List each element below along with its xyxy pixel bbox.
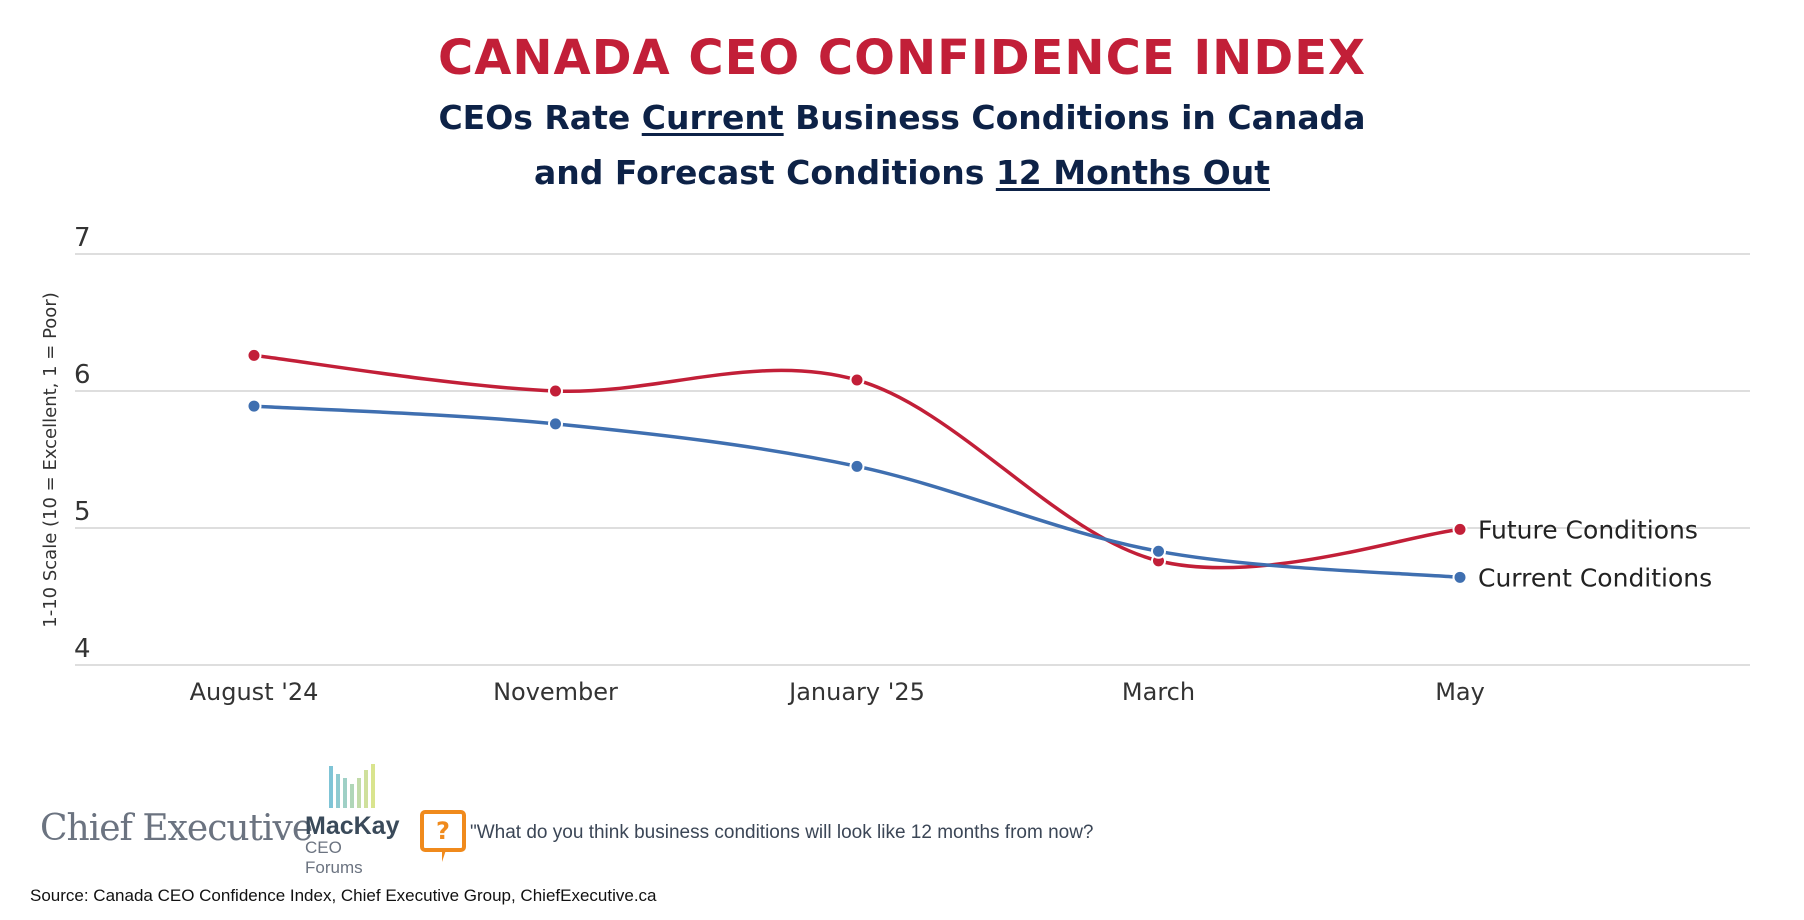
data-point [849,372,865,388]
mackay-logo: MacKay CEO Forums [305,762,401,878]
series-line-1 [253,404,1461,580]
series-label: Current Conditions [1478,563,1712,592]
x-tick-label: March [1122,678,1195,706]
source-note: Source: Canada CEO Confidence Index, Chi… [30,886,657,905]
y-tick-label: 6 [74,360,91,390]
y-tick-label: 4 [74,634,91,664]
chart-title: CANADA CEO CONFIDENCE INDEX [438,30,1366,86]
data-point [1452,569,1468,585]
data-point [1452,521,1468,537]
y-tick-label: 7 [74,223,91,253]
chart-subtitle-line1: CEOs Rate Current Business Conditions in… [0,98,1804,137]
survey-question: "What do you think business conditions w… [470,822,1094,843]
mackay-logo-text: MacKay [305,812,400,840]
mackay-logo-subtext: CEO Forums [305,838,363,877]
subtitle-text: CEOs Rate [438,98,642,137]
data-point [548,416,563,432]
data-point [1151,543,1166,559]
x-tick-label: November [493,678,618,706]
subtitle-underlined: 12 Months Out [995,153,1270,192]
question-speech-bubble-icon: ? [420,810,466,862]
mackay-bars-icon [329,762,401,808]
x-tick-label: January '25 [787,678,925,706]
subtitle-underlined: Current [641,98,784,137]
series-label: Future Conditions [1478,515,1698,544]
x-tick-label: May [1435,678,1485,706]
chief-executive-logo: Chief Executive [40,808,313,849]
data-point [246,347,262,363]
data-point [548,383,563,399]
chart-subtitle-line2: and Forecast Conditions 12 Months Out [0,153,1804,192]
y-axis-label: 1-10 Scale (10 = Excellent, 1 = Poor) [40,292,61,627]
y-tick-label: 5 [74,497,91,527]
x-tick-label: August '24 [190,678,319,706]
subtitle-text: and Forecast Conditions [534,153,996,192]
subtitle-text: Business Conditions in Canada [783,98,1366,137]
data-point [849,458,865,474]
data-point [246,398,262,414]
